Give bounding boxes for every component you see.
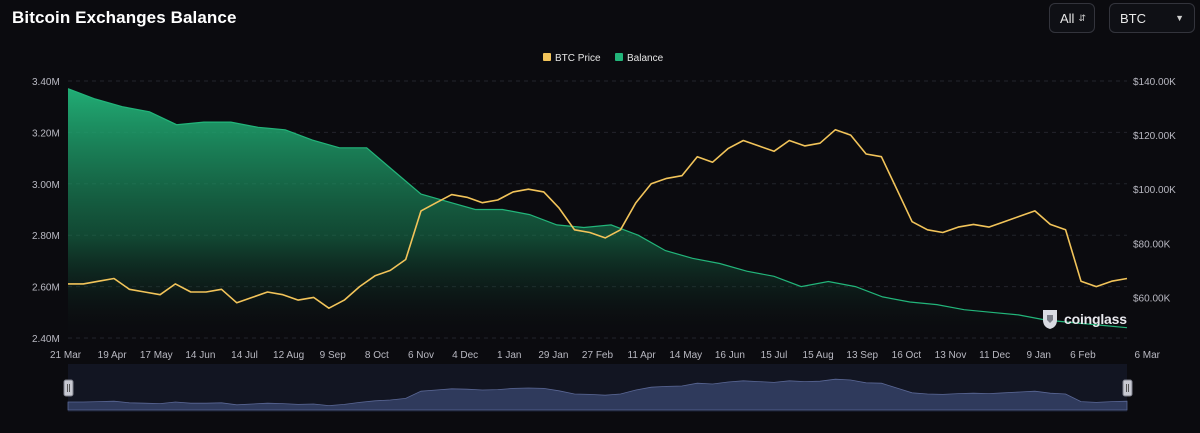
legend-label[interactable]: BTC Price: [555, 53, 601, 64]
x-tick-label: 6 Feb: [1070, 350, 1096, 361]
x-tick-label: 17 May: [140, 350, 173, 361]
x-tick-label: 16 Oct: [892, 350, 922, 361]
x-tick-label: 1 Jan: [497, 350, 521, 361]
x-tick-label: 6 Nov: [408, 350, 434, 361]
navigator-area: [67, 378, 1128, 411]
legend-label[interactable]: Balance: [627, 53, 664, 64]
range-select-value: All: [1060, 10, 1075, 26]
y-left-tick-label: 3.20M: [32, 128, 60, 139]
range-select[interactable]: All ⇵: [1049, 3, 1095, 33]
x-tick-label: 4 Dec: [452, 350, 478, 361]
y-right-tick-label: $120.00K: [1133, 131, 1176, 142]
y-axis-right: $60.00K $80.00K $100.00K $120.00K $140.00K: [1133, 77, 1176, 304]
x-tick-label: 29 Jan: [538, 350, 568, 361]
balance-area: [68, 88, 1127, 338]
sort-arrows-icon: ⇵: [1078, 12, 1086, 23]
chart-legend: BTC Price Balance: [543, 53, 664, 64]
x-tick-label: 14 May: [669, 350, 702, 361]
x-tick-label: 11 Dec: [979, 350, 1010, 361]
balance-line: [67, 88, 1128, 329]
y-left-tick-label: 3.00M: [32, 180, 60, 191]
price-line: [68, 128, 1128, 309]
navigator-handle[interactable]: [63, 379, 74, 397]
y-right-tick-label: $60.00K: [1133, 293, 1171, 304]
asset-select[interactable]: BTC ▼: [1109, 3, 1195, 33]
x-tick-label: 12 Aug: [273, 350, 304, 361]
y-right-tick-label: $80.00K: [1133, 239, 1171, 250]
y-left-tick-label: 2.40M: [32, 334, 60, 345]
x-tick-label: 11 Apr: [628, 350, 657, 361]
balance-series: [67, 88, 1128, 338]
x-tick-label: 6 Mar: [1134, 350, 1160, 361]
legend-swatch: [615, 53, 623, 61]
y-left-tick-label: 2.60M: [32, 283, 60, 294]
x-tick-label: 19 Apr: [98, 350, 128, 361]
navigator-handle[interactable]: [1122, 379, 1133, 397]
range-navigator[interactable]: [63, 364, 1133, 412]
x-tick-label: 21 Mar: [50, 350, 82, 361]
x-tick-label: 13 Sep: [846, 350, 878, 361]
x-tick-label: 14 Jun: [185, 350, 215, 361]
x-tick-label: 9 Sep: [320, 350, 347, 361]
y-left-tick-label: 3.40M: [32, 77, 60, 88]
price-series: [68, 128, 1128, 309]
page-title: Bitcoin Exchanges Balance: [12, 8, 237, 27]
y-axis-left: 2.40M 2.60M 2.80M 3.00M 3.20M 3.40M: [32, 77, 60, 345]
legend-swatch: [543, 53, 551, 61]
x-tick-label: 9 Jan: [1027, 350, 1051, 361]
x-tick-label: 13 Nov: [935, 350, 967, 361]
x-tick-label: 27 Feb: [582, 350, 614, 361]
chevron-down-icon: ▼: [1175, 13, 1184, 23]
coinglass-logo: coinglass: [1040, 308, 1127, 330]
logo-text: coinglass: [1064, 311, 1127, 327]
x-tick-label: 15 Aug: [803, 350, 834, 361]
y-right-tick-label: $100.00K: [1133, 185, 1176, 196]
coinglass-icon: [1043, 310, 1057, 329]
x-tick-label: 15 Jul: [761, 350, 788, 361]
x-tick-label: 14 Jul: [231, 350, 258, 361]
y-right-tick-label: $140.00K: [1133, 77, 1176, 88]
y-left-tick-label: 2.80M: [32, 231, 60, 242]
x-tick-label: 8 Oct: [365, 350, 389, 361]
asset-select-value: BTC: [1120, 10, 1146, 26]
x-axis: 21 Mar 19 Apr 17 May 14 Jun 14 Jul 12 Aug 9 Se…: [50, 350, 1161, 361]
x-tick-label: 16 Jun: [715, 350, 745, 361]
